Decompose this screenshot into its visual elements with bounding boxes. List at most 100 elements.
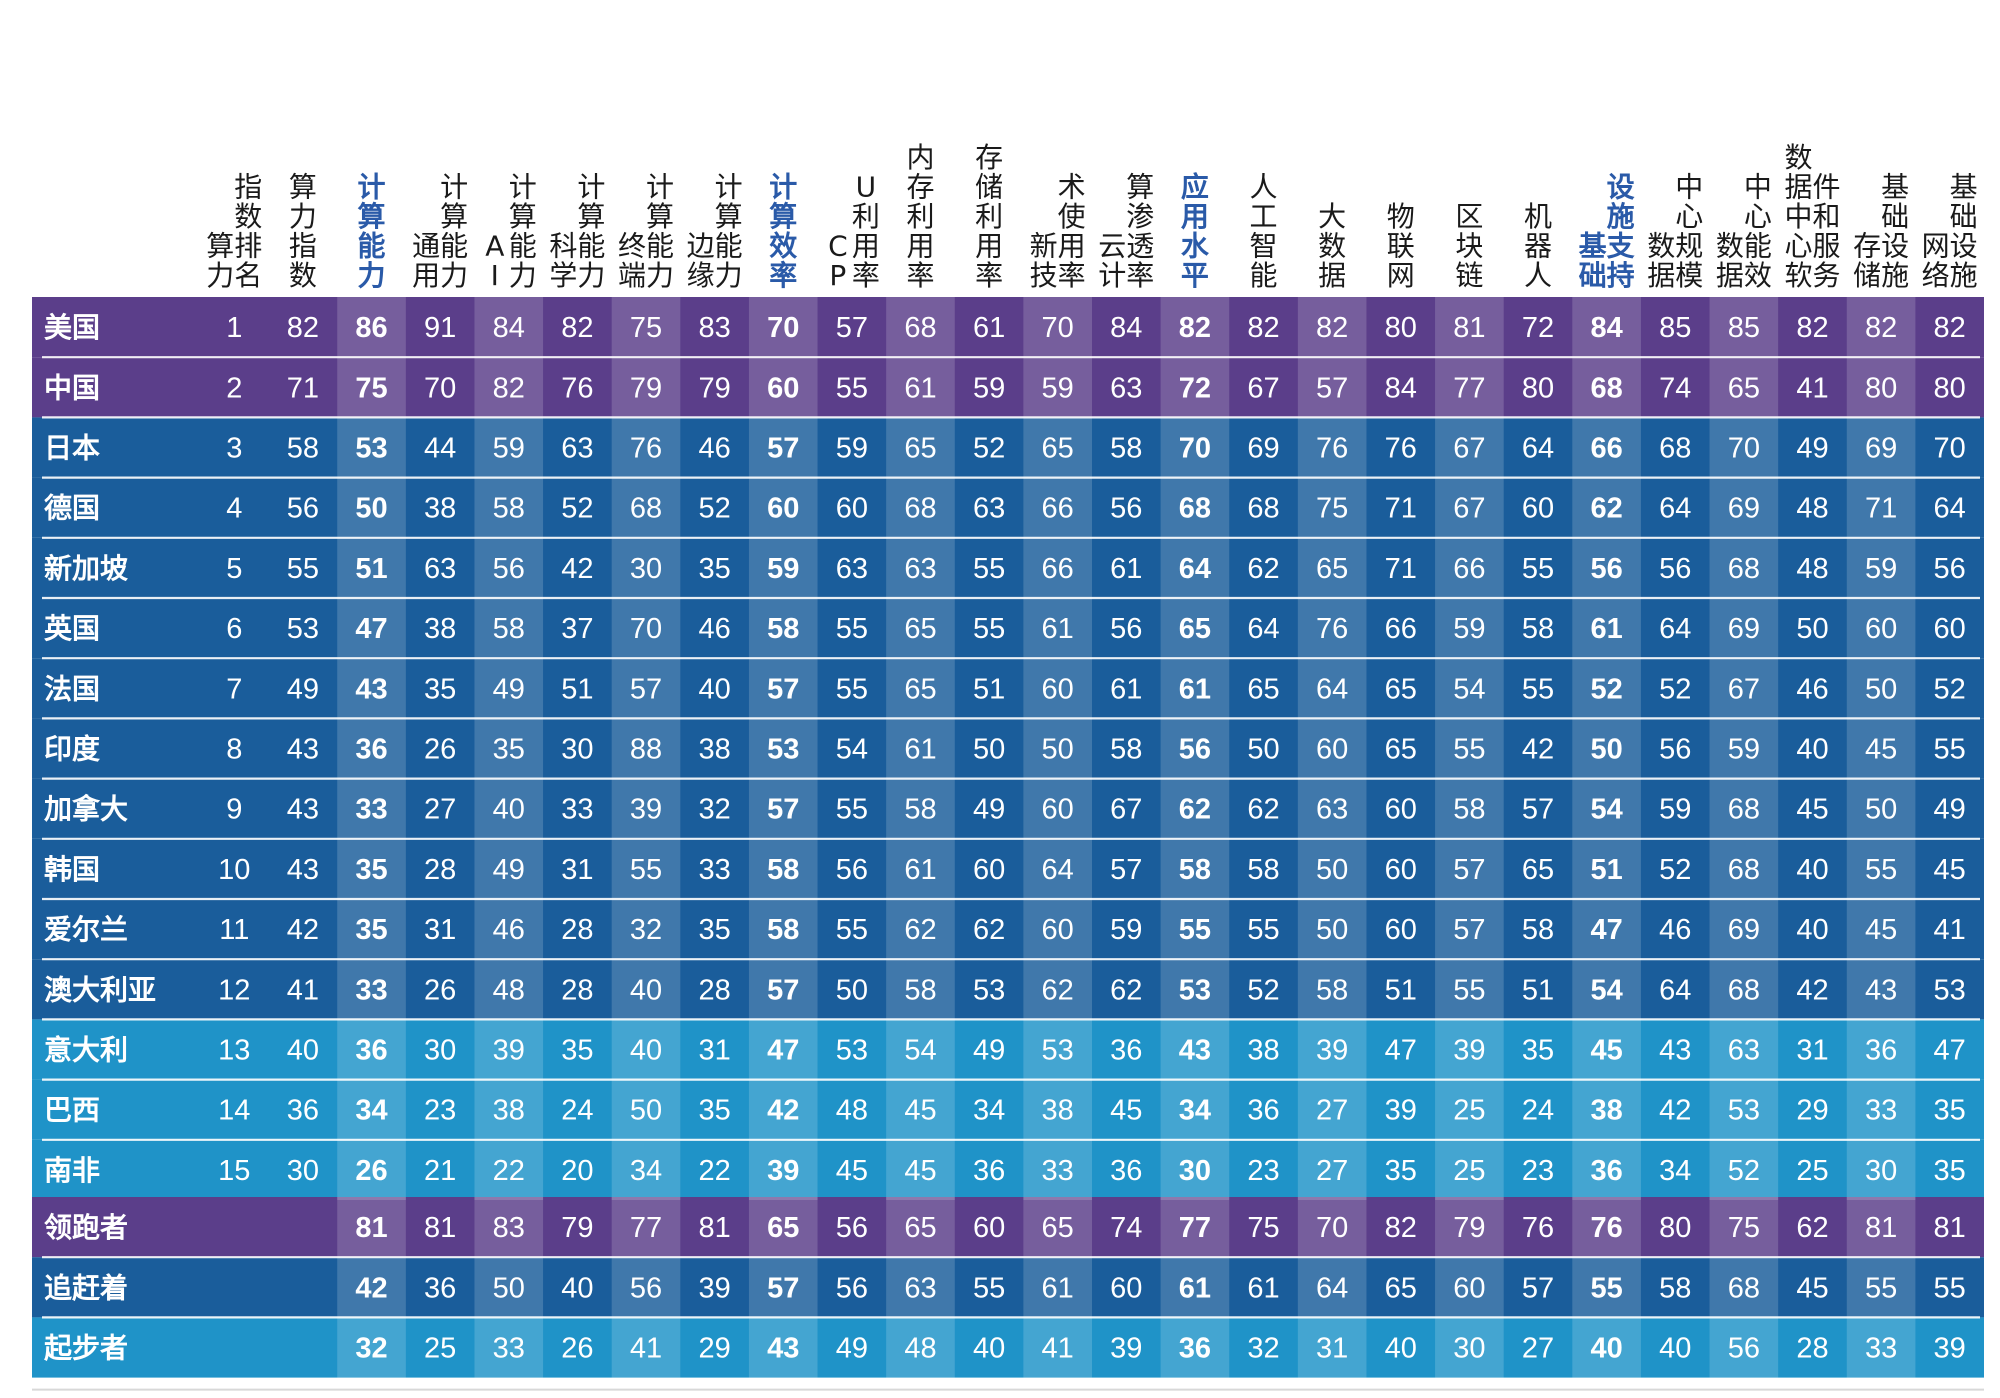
header-char: 透 [1126,230,1154,263]
table-cell: 33 [493,1333,525,1365]
table-cell: 36 [287,1095,319,1127]
table-cell: 48 [493,974,525,1006]
header-char: 力 [358,259,386,292]
table-cell: 61 [1179,1272,1211,1304]
header-char: 算 [715,200,743,233]
header-char: 础 [1881,200,1909,233]
table-cell: 56 [493,553,525,585]
table-cell: 8 [226,734,242,766]
table-cell: 58 [1522,914,1554,946]
table-cell: 55 [973,1272,1005,1304]
header-char: 务 [1812,259,1840,292]
table-cell: 68 [1179,493,1211,525]
table-cell: 28 [698,974,730,1006]
table-cell: 43 [1179,1035,1211,1067]
header-char: 效 [1744,259,1772,292]
table-cell: 68 [1247,493,1279,525]
table-cell: 15 [218,1155,250,1187]
table-cell: 63 [836,553,868,585]
table-cell: 30 [424,1035,456,1067]
table-cell: 58 [1110,734,1142,766]
table-cell: 63 [1728,1035,1760,1067]
row-background [32,658,1984,719]
table-cell: 59 [767,553,799,585]
table-cell: 33 [355,974,387,1006]
table-cell: 53 [1042,1035,1074,1067]
row-label: 巴西 [44,1094,100,1127]
table-cell: 53 [355,433,387,465]
table-cell: 28 [424,854,456,886]
row-label: 领跑者 [44,1211,128,1244]
table-cell: 82 [1247,312,1279,344]
table-cell: 34 [973,1095,1005,1127]
table-cell: 66 [1385,613,1417,645]
table-cell: 35 [1385,1155,1417,1187]
column-highlight [886,297,955,1200]
table-cell: 55 [836,794,868,826]
header-char: 算 [577,200,605,233]
table-cell: 80 [1865,372,1897,404]
header-char: 数 [1784,141,1812,174]
header-char: 网 [1387,259,1415,292]
table-cell: 40 [973,1333,1005,1365]
header-char: 能 [1744,230,1772,263]
header-char: 数 [1647,230,1675,263]
table-cell: 65 [1042,1212,1074,1244]
header-char: 算 [289,171,317,204]
column-highlight [1709,1197,1779,1378]
table-cell: 91 [424,312,456,344]
table-cell: 84 [1385,372,1417,404]
table-cell: 40 [1796,854,1828,886]
table-cell: 85 [1728,312,1760,344]
header-char: 力 [509,259,537,292]
row-separators [32,356,1984,1391]
header-char: 用 [852,230,880,263]
table-cell: 58 [904,974,936,1006]
table-cell: 63 [904,1272,936,1304]
header-char: 中 [1744,171,1772,204]
table-cell: 21 [424,1155,456,1187]
header-char: 础 [1950,200,1978,233]
table-cell: 42 [287,914,319,946]
header-char: 能 [715,230,743,263]
table-cell: 57 [1522,794,1554,826]
table-cell: 49 [973,1035,1005,1067]
table-cell: 58 [287,433,319,465]
header-char: 基 [1881,171,1909,204]
header-char: 算 [769,200,797,233]
header-char: 网 [1922,230,1950,263]
table-cell: 64 [1659,974,1691,1006]
header-char: 中 [1784,200,1812,233]
table-cell: 33 [1865,1095,1897,1127]
header-char: 大 [1318,200,1346,233]
column-headers: 算力指数排名算力指数计算能力通用计算能力AI计算能力科学计算能力终端计算能力边缘… [206,141,1977,292]
table-cell: 36 [973,1155,1005,1187]
column-highlight [748,297,818,1200]
table-cell: 50 [1865,673,1897,705]
table-cell: 84 [1110,312,1142,344]
header-char: 数 [1716,230,1744,263]
header-char: 率 [1126,259,1154,292]
table-cell: 76 [561,372,593,404]
table-cell: 50 [1316,914,1348,946]
table-cell: 37 [561,613,593,645]
table-cell: 36 [1590,1155,1622,1187]
table-cell: 68 [1728,854,1760,886]
header-char: 块 [1455,230,1483,263]
table-cell: 82 [1385,1212,1417,1244]
row-label: 加拿大 [44,793,128,826]
table-cell: 55 [1865,1272,1897,1304]
header-char: 支 [1607,230,1635,263]
table-cell: 35 [355,854,387,886]
header-char: 据 [1318,259,1346,292]
table-cell: 45 [904,1095,936,1127]
row-label: 法国 [44,672,100,705]
table-cell: 79 [1453,1212,1485,1244]
table-cell: 68 [1728,1272,1760,1304]
table-cell: 36 [1110,1035,1142,1067]
table-cell: 43 [287,794,319,826]
table-cell: 77 [1453,372,1485,404]
